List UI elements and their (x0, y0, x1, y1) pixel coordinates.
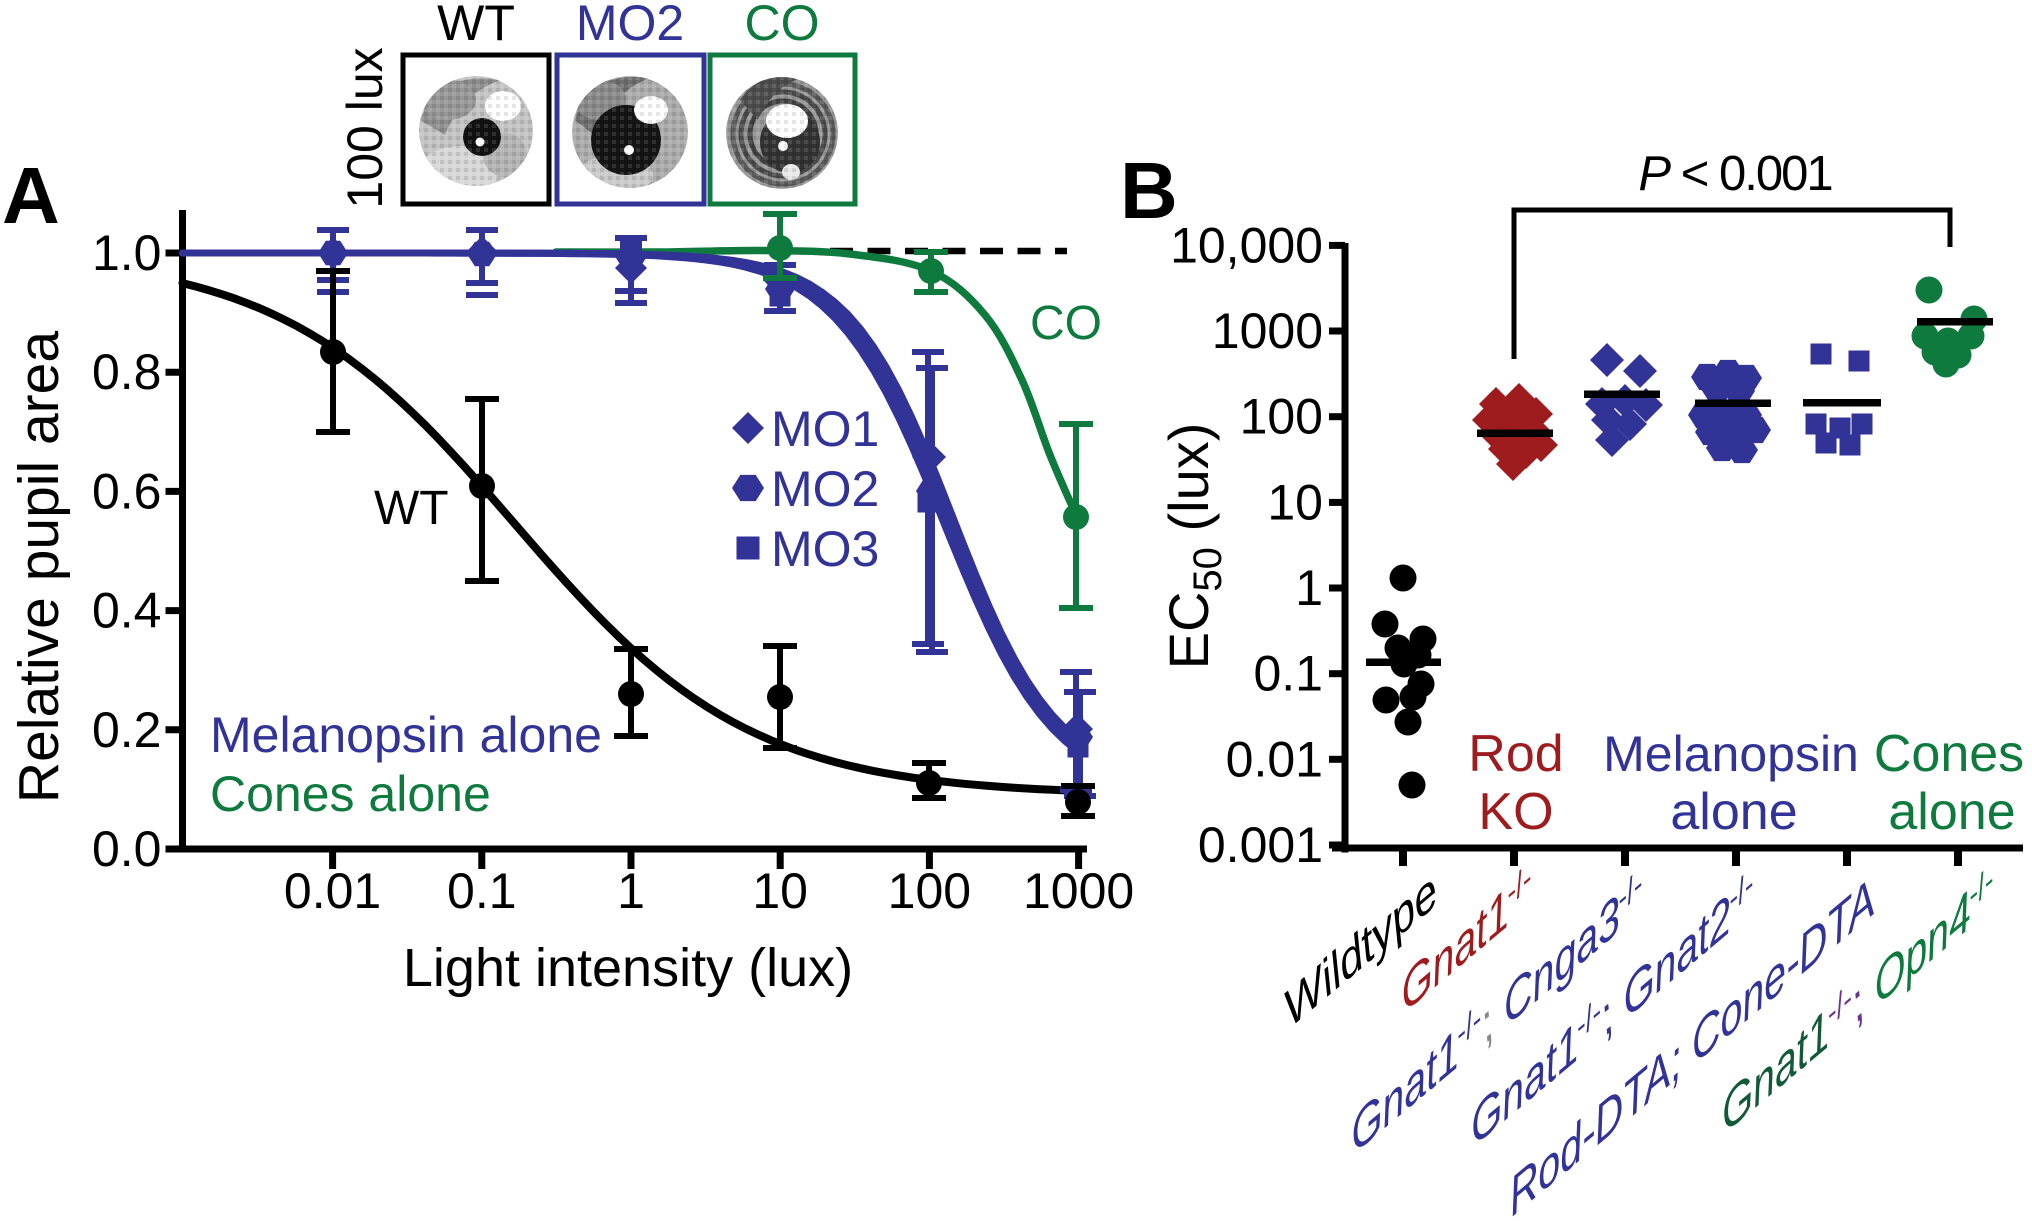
svg-text:1: 1 (617, 863, 645, 919)
svg-text:10: 10 (752, 863, 808, 919)
svg-text:P < 0.001: P < 0.001 (1638, 147, 1831, 201)
svg-text:MO2: MO2 (771, 461, 879, 517)
svg-text:WT: WT (437, 0, 515, 51)
svg-text:alone: alone (1888, 783, 2015, 841)
svg-text:Cones: Cones (1874, 725, 2024, 783)
svg-text:CO: CO (745, 0, 820, 51)
svg-text:100: 100 (888, 863, 971, 919)
svg-text:MO2: MO2 (576, 0, 684, 51)
svg-text:A: A (2, 151, 60, 240)
svg-text:0.001: 0.001 (1198, 817, 1323, 873)
svg-text:0.6: 0.6 (92, 463, 162, 519)
svg-text:1000: 1000 (1023, 863, 1134, 919)
svg-text:1.0: 1.0 (92, 225, 162, 281)
svg-text:0.0: 0.0 (92, 821, 162, 877)
svg-text:0.2: 0.2 (92, 702, 162, 758)
svg-text:100 lux: 100 lux (337, 47, 393, 208)
svg-text:Light intensity (lux): Light intensity (lux) (403, 938, 853, 998)
svg-text:0.1: 0.1 (447, 863, 517, 919)
svg-text:MO3: MO3 (771, 521, 879, 577)
svg-text:KO: KO (1478, 783, 1553, 841)
svg-text:1000: 1000 (1212, 303, 1323, 359)
svg-text:EC50 (lux): EC50 (lux) (1157, 423, 1230, 670)
svg-text:Relative pupil area: Relative pupil area (7, 331, 71, 803)
svg-text:0.1: 0.1 (1253, 646, 1323, 702)
svg-text:0.8: 0.8 (92, 344, 162, 400)
svg-text:Melanopsin alone: Melanopsin alone (210, 707, 602, 763)
svg-text:0.01: 0.01 (284, 863, 381, 919)
svg-text:0.01: 0.01 (1226, 731, 1323, 787)
svg-text:0.4: 0.4 (92, 583, 162, 639)
svg-text:Rod: Rod (1468, 725, 1563, 783)
svg-text:B: B (1120, 146, 1178, 235)
svg-text:CO: CO (1030, 297, 1102, 350)
svg-text:Melanopsin: Melanopsin (1603, 726, 1859, 782)
svg-text:Cones alone: Cones alone (210, 766, 491, 822)
svg-text:10: 10 (1267, 474, 1323, 530)
svg-text:MO1: MO1 (771, 401, 879, 457)
svg-text:100: 100 (1240, 389, 1323, 445)
svg-text:WT: WT (374, 482, 449, 535)
svg-text:alone: alone (1670, 783, 1797, 841)
svg-text:10,000: 10,000 (1170, 217, 1323, 273)
svg-text:1: 1 (1295, 560, 1323, 616)
